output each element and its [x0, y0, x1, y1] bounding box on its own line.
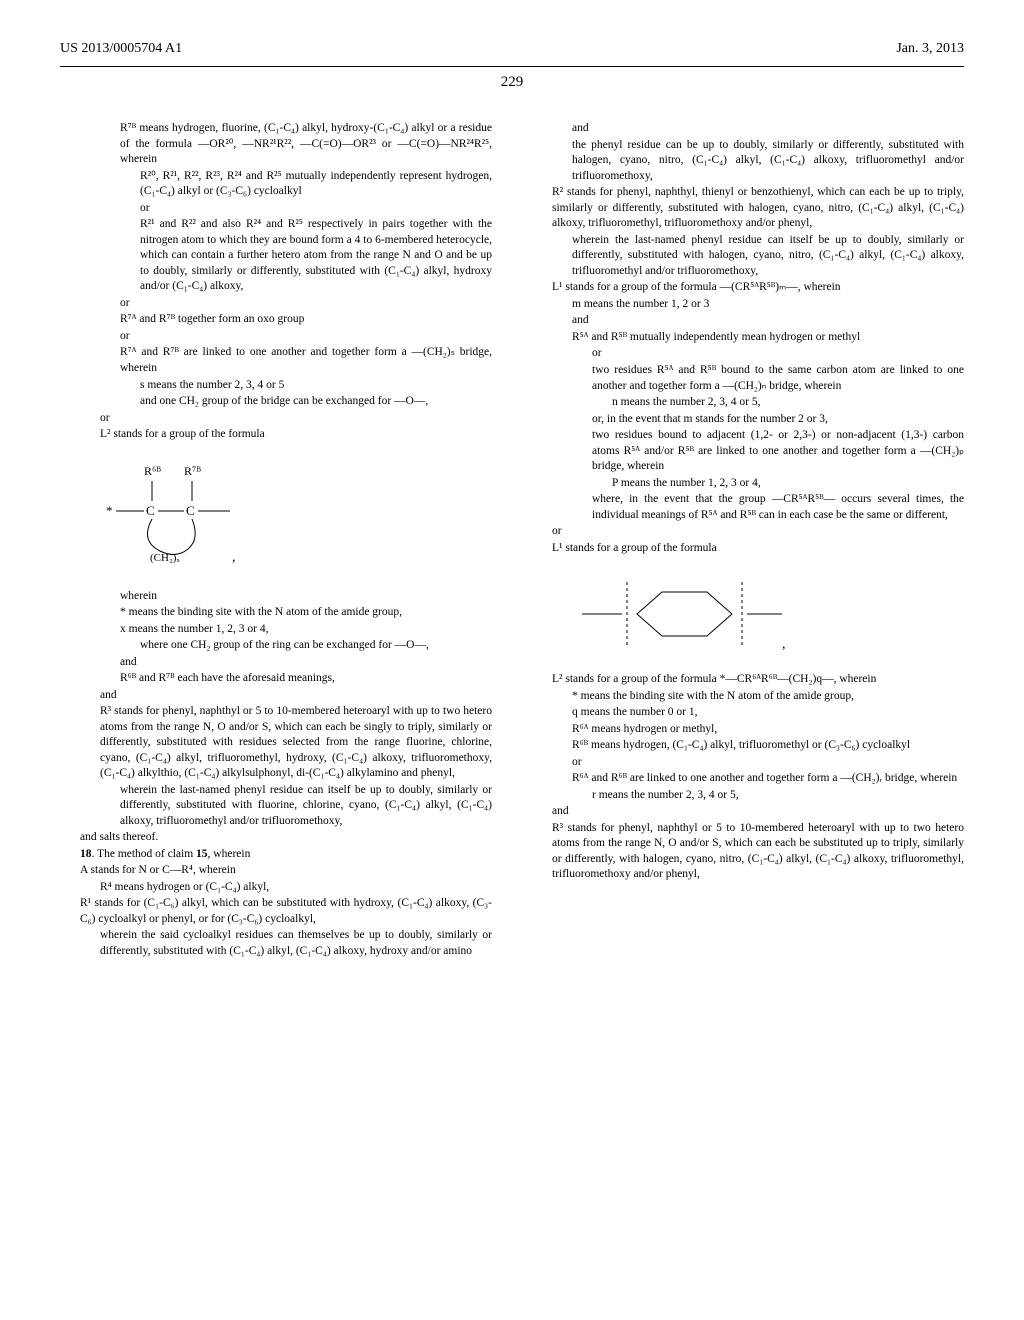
- text: * means the binding site with the N atom…: [532, 689, 964, 705]
- text: or: [60, 201, 492, 217]
- text: R¹ stands for (C₁-C₆) alkyl, which can b…: [60, 896, 492, 927]
- formula-star: *: [106, 503, 113, 518]
- text: R⁷ᴬ and R⁷ᴮ are linked to one another an…: [60, 345, 492, 376]
- formula-ch2x: (CH₂)ₓ: [150, 552, 180, 564]
- formula-label: R⁶ᴮ: [144, 464, 161, 478]
- text: R⁶ᴬ means hydrogen or methyl,: [532, 722, 964, 738]
- text: or, in the event that m stands for the n…: [532, 412, 964, 428]
- text: R² stands for phenyl, naphthyl, thienyl …: [532, 185, 964, 232]
- text: A stands for N or C—R⁴, wherein: [60, 863, 492, 879]
- text: L¹ stands for a group of the formula: [532, 541, 964, 557]
- text: R²¹ and R²² and also R²⁴ and R²⁵ respect…: [60, 217, 492, 295]
- text: and: [532, 804, 964, 820]
- claim-ref: 15: [196, 848, 208, 860]
- text: wherein: [60, 589, 492, 605]
- text: L¹ stands for a group of the formula —(C…: [532, 280, 964, 296]
- text: R⁵ᴬ and R⁵ᴮ mutually independently mean …: [532, 330, 964, 346]
- doc-id: US 2013/0005704 A1: [60, 40, 182, 58]
- text: two residues bound to adjacent (1,2- or …: [532, 428, 964, 475]
- text: or: [60, 411, 492, 427]
- text: R²⁰, R²¹, R²², R²³, R²⁴ and R²⁵ mutually…: [60, 169, 492, 200]
- text: q means the number 0 or 1,: [532, 705, 964, 721]
- left-column: R⁷ᴮ means hydrogen, fluorine, (C₁-C₄) al…: [60, 121, 492, 960]
- text: R⁷ᴬ and R⁷ᴮ together form an oxo group: [60, 312, 492, 328]
- text: R⁶ᴮ means hydrogen, (C₁-C₄) alkyl, trifl…: [532, 738, 964, 754]
- chem-formula-1: R⁶ᴮ R⁷ᴮ * C C (CH₂)ₓ ,: [100, 461, 492, 571]
- text: or: [60, 329, 492, 345]
- text: where, in the event that the group —CR⁵ᴬ…: [532, 492, 964, 523]
- text: n means the number 2, 3, 4 or 5,: [532, 395, 964, 411]
- text: and: [60, 655, 492, 671]
- text: and: [532, 121, 964, 137]
- text: R⁶ᴬ and R⁶ᴮ are linked to one another an…: [532, 771, 964, 787]
- two-column-layout: R⁷ᴮ means hydrogen, fluorine, (C₁-C₄) al…: [60, 121, 964, 960]
- right-column: and the phenyl residue can be up to doub…: [532, 121, 964, 960]
- page-number: 229: [60, 73, 964, 92]
- text: L² stands for a group of the formula *—C…: [532, 672, 964, 688]
- text: * means the binding site with the N atom…: [60, 605, 492, 621]
- formula-label: R⁷ᴮ: [184, 464, 201, 478]
- text: or: [532, 346, 964, 362]
- text: the phenyl residue can be up to doubly, …: [532, 138, 964, 185]
- claim-number: 18: [80, 848, 92, 860]
- text: wherein the last-named phenyl residue ca…: [60, 783, 492, 830]
- text: and salts thereof.: [60, 830, 492, 846]
- claim-text: . The method of claim: [92, 848, 197, 860]
- text: wherein the last-named phenyl residue ca…: [532, 233, 964, 280]
- doc-date: Jan. 3, 2013: [896, 40, 964, 58]
- text: s means the number 2, 3, 4 or 5: [60, 378, 492, 394]
- claim-tail: , wherein: [208, 848, 251, 860]
- claim-line: 18. The method of claim 15, wherein: [60, 847, 492, 863]
- text: R⁷ᴮ means hydrogen, fluorine, (C₁-C₄) al…: [60, 121, 492, 168]
- text: and one CH₂ group of the bridge can be e…: [60, 394, 492, 410]
- chem-formula-2: ,: [572, 574, 964, 654]
- formula-comma: ,: [782, 637, 786, 652]
- header-rule: [60, 66, 964, 67]
- text: and: [532, 313, 964, 329]
- text: m means the number 1, 2 or 3: [532, 297, 964, 313]
- text: and: [60, 688, 492, 704]
- text: P means the number 1, 2, 3 or 4,: [532, 476, 964, 492]
- text: where one CH₂ group of the ring can be e…: [60, 638, 492, 654]
- text: R⁴ means hydrogen or (C₁-C₄) alkyl,: [60, 880, 492, 896]
- text: wherein the said cycloalkyl residues can…: [60, 928, 492, 959]
- text: R³ stands for phenyl, naphthyl or 5 to 1…: [60, 704, 492, 782]
- text: r means the number 2, 3, 4 or 5,: [532, 788, 964, 804]
- text: or: [60, 296, 492, 312]
- formula-c: C: [146, 503, 155, 518]
- text: or: [532, 755, 964, 771]
- text: two residues R⁵ᴬ and R⁵ᴮ bound to the sa…: [532, 363, 964, 394]
- formula-comma: ,: [232, 550, 236, 565]
- text: x means the number 1, 2, 3 or 4,: [60, 622, 492, 638]
- text: R³ stands for phenyl, naphthyl or 5 to 1…: [532, 821, 964, 883]
- text: or: [532, 524, 964, 540]
- formula-c: C: [186, 503, 195, 518]
- text: L² stands for a group of the formula: [60, 427, 492, 443]
- text: R⁶ᴮ and R⁷ᴮ each have the aforesaid mean…: [60, 671, 492, 687]
